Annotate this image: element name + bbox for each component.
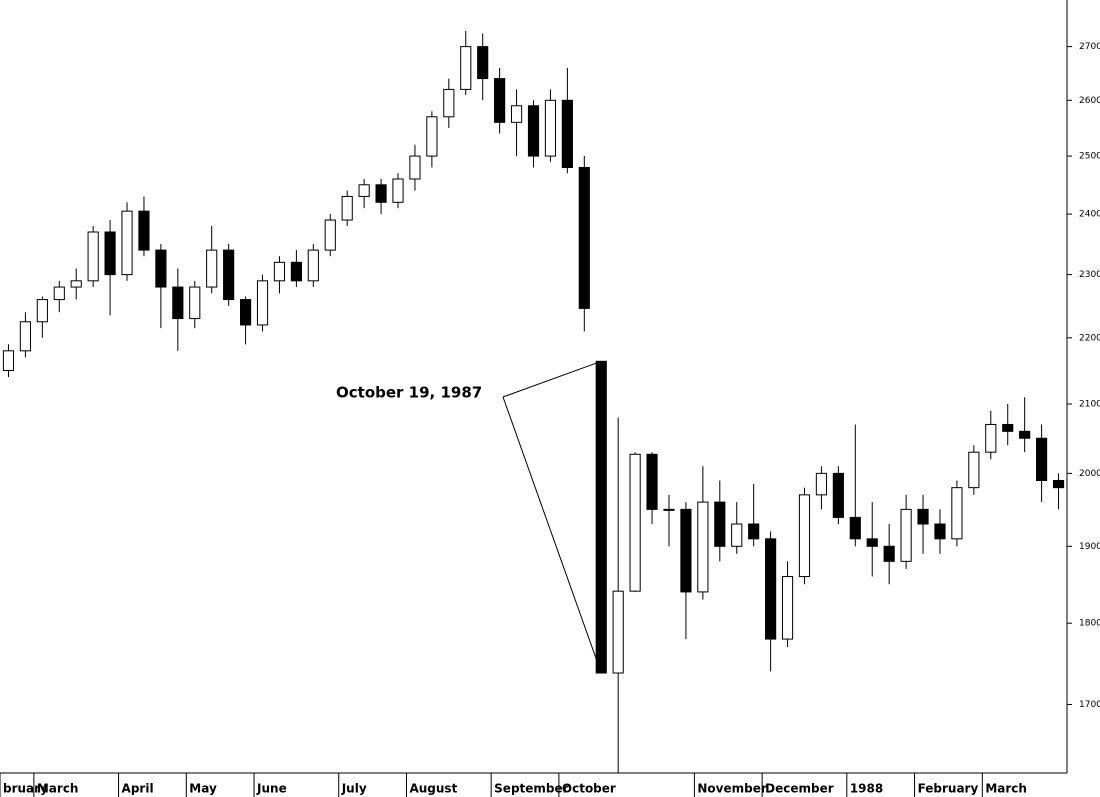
- x-tick-label: 1988: [850, 782, 883, 796]
- candle-body: [87, 231, 99, 282]
- x-tick-label: July: [341, 782, 367, 796]
- candle-body: [460, 46, 472, 90]
- candle-body: [477, 46, 489, 80]
- candle-body: [273, 261, 286, 282]
- candle-body: [375, 184, 387, 203]
- candle-body: [341, 195, 353, 221]
- x-tick-label: December: [765, 782, 834, 796]
- x-tick-label: May: [189, 782, 217, 796]
- y-tick-label: 2500: [1079, 152, 1100, 162]
- candle-body: [612, 590, 624, 674]
- candle-body: [1019, 430, 1031, 439]
- candle-body: [104, 231, 116, 276]
- candle-body: [883, 545, 895, 562]
- x-tick-label: October: [562, 782, 616, 796]
- candle-body: [510, 105, 523, 123]
- candle-body: [561, 99, 573, 168]
- x-tick-label: June: [256, 782, 287, 796]
- candle-body: [1036, 437, 1048, 481]
- candle-body: [19, 321, 31, 352]
- candle-body: [1002, 423, 1014, 432]
- candle-body: [781, 576, 794, 640]
- candle-body: [951, 487, 963, 540]
- candle-body: [2, 350, 15, 372]
- candle-body: [985, 423, 997, 453]
- candle-body: [324, 219, 336, 251]
- y-tick-label: 1700: [1079, 700, 1100, 710]
- y-tick-label: 2300: [1079, 270, 1100, 280]
- candle-body: [968, 451, 980, 489]
- candle-body: [409, 155, 421, 180]
- candle-body: [680, 508, 692, 593]
- x-tick-label: March: [37, 782, 79, 796]
- candle-body: [223, 249, 235, 301]
- y-tick-label: 1800: [1079, 619, 1100, 629]
- y-tick-label: 2400: [1079, 210, 1100, 220]
- candle-body: [36, 299, 48, 323]
- x-tick-label: March: [985, 782, 1027, 796]
- annotation: October 19, 1987: [336, 384, 482, 402]
- candle-body: [206, 249, 218, 288]
- candle-body: [714, 501, 726, 547]
- candle-body: [697, 501, 709, 593]
- annotation-line: [502, 396, 602, 674]
- candle-body: [494, 78, 506, 123]
- candle-body: [832, 472, 844, 518]
- candle-body: [917, 508, 929, 525]
- candle-body: [70, 280, 82, 288]
- y-tick-label: 2200: [1079, 333, 1100, 343]
- y-tick-label: 2600: [1079, 96, 1100, 106]
- candle-body: [866, 538, 878, 547]
- candle-body: [239, 299, 252, 326]
- candle-body: [663, 508, 675, 511]
- candle-body: [256, 280, 269, 326]
- y-tick-label: 2700: [1079, 42, 1100, 52]
- x-tick-label: November: [697, 782, 766, 796]
- candle-body: [629, 453, 641, 592]
- candle-body: [578, 166, 590, 309]
- candle-body: [138, 210, 150, 251]
- y-tick-label: 2000: [1079, 469, 1100, 479]
- annotation-line: [502, 360, 602, 398]
- candle-body: [290, 261, 302, 282]
- x-tick-label: April: [122, 782, 154, 796]
- candle-body: [900, 508, 912, 562]
- candle-body: [544, 99, 557, 157]
- candle-body: [121, 210, 133, 276]
- x-tick-label: August: [409, 782, 457, 796]
- candle-body: [1052, 479, 1065, 489]
- candle-body: [426, 116, 438, 157]
- candle-body: [731, 523, 743, 547]
- candle-body: [53, 286, 65, 301]
- candle-body: [155, 249, 167, 288]
- candle-body: [815, 472, 828, 496]
- candle-body: [595, 360, 607, 674]
- candle-body: [189, 286, 201, 320]
- candle-body: [527, 105, 540, 157]
- y-tick-label: 1900: [1079, 542, 1100, 552]
- candle-body: [646, 453, 658, 510]
- candle-body: [934, 523, 946, 540]
- candle-body: [765, 538, 777, 640]
- x-tick-label: February: [918, 782, 979, 796]
- candle-body: [307, 249, 319, 282]
- candle-body: [748, 523, 760, 540]
- candle-body: [358, 184, 370, 197]
- candle-body: [392, 178, 404, 203]
- candle-body: [849, 516, 861, 540]
- y-tick-label: 2100: [1079, 399, 1100, 409]
- candle-body: [798, 494, 811, 578]
- x-tick-label: bruary: [3, 782, 48, 796]
- x-tick-label: September: [494, 782, 568, 796]
- candle-body: [443, 88, 455, 118]
- candle-body: [172, 286, 184, 320]
